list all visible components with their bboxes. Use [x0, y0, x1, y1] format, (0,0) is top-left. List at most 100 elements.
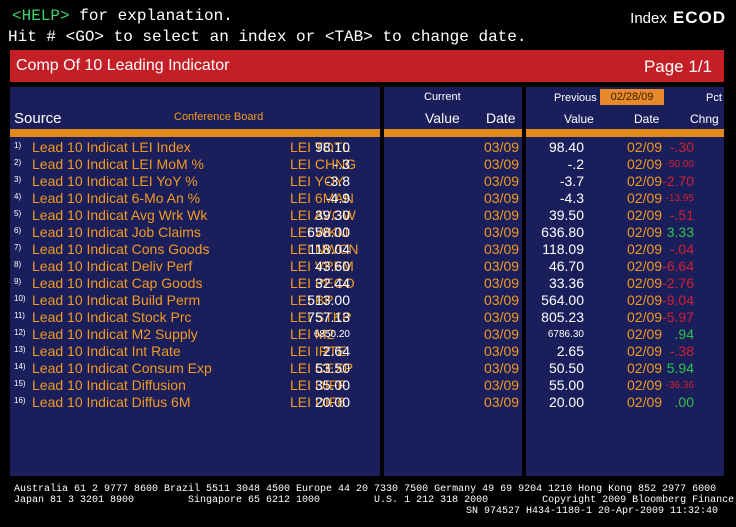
current-value: 2.64: [322, 343, 350, 359]
pct-change: -2.70: [662, 173, 694, 189]
previous-value: 98.40: [548, 139, 584, 155]
current-value: 35.00: [314, 377, 350, 393]
current-value: 6850.20: [313, 329, 350, 340]
current-date-header: Date: [486, 110, 516, 126]
help-text: for explanation.: [69, 7, 233, 25]
table-row[interactable]: 10) Lead 10 Indicat Build Perm LEI BP 513.0…: [0, 292, 736, 309]
row-number[interactable]: 1): [14, 141, 22, 150]
previous-value: 55.00: [548, 377, 584, 393]
table-row[interactable]: 14) Lead 10 Indicat Consum Exp LEI CEXP 53.…: [0, 360, 736, 377]
row-number[interactable]: 11): [14, 311, 25, 320]
previous-value: 50.50: [548, 360, 584, 376]
indicator-name[interactable]: Lead 10 Indicat Diffusion: [32, 377, 186, 393]
current-value: -3.8: [325, 173, 350, 189]
table-row[interactable]: 13) Lead 10 Indicat Int Rate LEI IRTE 2.64 0…: [0, 343, 736, 360]
ticker-code: LEI TOTL: [290, 139, 351, 155]
table-row[interactable]: 16) Lead 10 Indicat Diffus 6M LEI DIF6 20.0…: [0, 394, 736, 411]
table-row[interactable]: 12) Lead 10 Indicat M2 Supply LEI M2 6850.2…: [0, 326, 736, 343]
previous-value: 33.36: [548, 275, 584, 291]
current-date: 03/09: [484, 173, 520, 189]
current-date: 03/09: [484, 207, 520, 223]
row-number[interactable]: 13): [14, 345, 26, 354]
row-number[interactable]: 5): [14, 209, 22, 218]
footer-session: SN 974527 H434-1180-1 20-Apr-2009 11:32:…: [466, 506, 719, 517]
previous-date: 02/09: [627, 190, 663, 206]
previous-value: 6786.30: [547, 329, 584, 340]
row-number[interactable]: 15): [14, 379, 26, 388]
indicator-name[interactable]: Lead 10 Indicat Avg Wrk Wk: [32, 207, 208, 223]
help-key[interactable]: <HELP>: [12, 7, 70, 25]
table-row[interactable]: 5) Lead 10 Indicat Avg Wrk Wk LEI AVGW 39.3…: [0, 207, 736, 224]
row-number[interactable]: 16): [14, 396, 26, 405]
indicator-name[interactable]: Lead 10 Indicat M2 Supply: [32, 326, 198, 342]
ticker-code: LEI AVGW: [290, 207, 356, 223]
row-number[interactable]: 4): [14, 192, 22, 201]
current-date: 03/09: [484, 258, 520, 274]
current-date: 03/09: [484, 275, 520, 291]
indicator-name[interactable]: Lead 10 Indicat Cap Goods: [32, 275, 203, 291]
row-number[interactable]: 8): [14, 260, 22, 269]
pct-change: -36.36: [665, 380, 694, 391]
previous-date: 02/09: [627, 224, 663, 240]
current-value: 658.00: [307, 224, 350, 240]
indicator-name[interactable]: Lead 10 Indicat LEI MoM %: [32, 156, 204, 172]
pct-change: -13.95: [665, 193, 694, 204]
row-number[interactable]: 10): [14, 294, 26, 303]
pct-change: -50.00: [665, 159, 694, 170]
current-value: 513.00: [307, 292, 350, 308]
indicator-name[interactable]: Lead 10 Indicat Diffus 6M: [32, 394, 191, 410]
pct-change: 3.33: [666, 224, 694, 240]
indicator-name[interactable]: Lead 10 Indicat 6-Mo An %: [32, 190, 201, 206]
table-row[interactable]: 3) Lead 10 Indicat LEI YoY % LEI YOY -3.8 03…: [0, 173, 736, 190]
table-row[interactable]: 1) Lead 10 Indicat LEI Index LEI TOTL 98.10…: [0, 139, 736, 156]
indicator-name[interactable]: Lead 10 Indicat Job Claims: [32, 224, 201, 240]
table-row[interactable]: 9) Lead 10 Indicat Cap Goods LEI PECO 32.44…: [0, 275, 736, 292]
table-row[interactable]: 8) Lead 10 Indicat Deliv Perf LEI VPFM 43.6…: [0, 258, 736, 275]
index-label: Index ECOD: [630, 8, 726, 28]
indicator-name[interactable]: Lead 10 Indicat LEI YoY %: [32, 173, 198, 189]
previous-value: 39.50: [548, 207, 584, 223]
row-number[interactable]: 7): [14, 243, 22, 252]
pct-change: -.38: [669, 343, 694, 359]
indicator-name[interactable]: Lead 10 Indicat Int Rate: [32, 343, 181, 359]
previous-date-field[interactable]: 02/28/09: [600, 89, 664, 105]
previous-date: 02/09: [627, 275, 663, 291]
source-panel: [10, 87, 380, 476]
indicator-name[interactable]: Lead 10 Indicat Cons Goods: [32, 241, 210, 257]
current-value: 20.00: [314, 394, 350, 410]
previous-value: -3.7: [559, 173, 584, 189]
ticker-code: LEI STKP: [290, 309, 352, 325]
source-header: Source: [14, 110, 62, 127]
row-number[interactable]: 6): [14, 226, 22, 235]
ticker-code: LEI YOY: [290, 173, 345, 189]
previous-date-header: Date: [634, 112, 660, 126]
table-row[interactable]: 6) Lead 10 Indicat Job Claims LEI WKIJ 658.…: [0, 224, 736, 241]
table-row[interactable]: 7) Lead 10 Indicat Cons Goods LEI NWCN 118.…: [0, 241, 736, 258]
table-row[interactable]: 4) Lead 10 Indicat 6-Mo An % LEI 6MAN -4.9 0…: [0, 190, 736, 207]
row-number[interactable]: 14): [14, 362, 26, 371]
indicator-name[interactable]: Lead 10 Indicat Consum Exp: [32, 360, 212, 376]
previous-date: 02/09: [627, 343, 663, 359]
current-date: 03/09: [484, 343, 520, 359]
row-number[interactable]: 3): [14, 175, 22, 184]
ticker-code: LEI IRTE: [290, 343, 347, 359]
row-number[interactable]: 9): [14, 277, 22, 286]
source-name: Conference Board: [174, 111, 264, 123]
row-number[interactable]: 12): [14, 328, 26, 337]
table-row[interactable]: 11) Lead 10 Indicat Stock Prc LEI STKP 757.…: [0, 309, 736, 326]
table-row[interactable]: 15) Lead 10 Indicat Diffusion LEI DIFF 35.0…: [0, 377, 736, 394]
row-number[interactable]: 2): [14, 158, 22, 167]
indicator-name[interactable]: Lead 10 Indicat Stock Prc: [32, 309, 192, 325]
previous-date: 02/09: [627, 292, 663, 308]
previous-date: 02/09: [627, 173, 663, 189]
pct-change: .00: [674, 394, 694, 410]
current-date: 03/09: [484, 326, 520, 342]
previous-date: 02/09: [627, 241, 663, 257]
table-row[interactable]: 2) Lead 10 Indicat LEI MoM % LEI CHNG -.3 03…: [0, 156, 736, 173]
indicator-name[interactable]: Lead 10 Indicat Build Perm: [32, 292, 201, 308]
indicator-name[interactable]: Lead 10 Indicat LEI Index: [32, 139, 191, 155]
indicator-name[interactable]: Lead 10 Indicat Deliv Perf: [32, 258, 193, 274]
previous-date: 02/09: [627, 156, 663, 172]
current-value-header: Value: [425, 110, 460, 126]
previous-value: 46.70: [548, 258, 584, 274]
